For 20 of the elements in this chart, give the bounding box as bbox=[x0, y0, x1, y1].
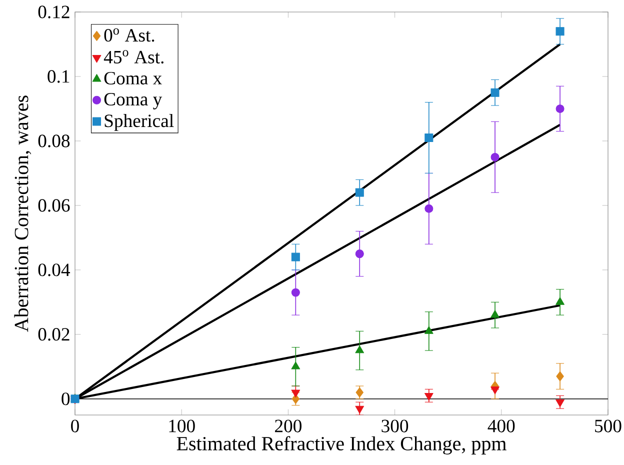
x-tick-label: 300 bbox=[382, 420, 408, 432]
y-axis-title: Aberration Correction, waves bbox=[14, 96, 32, 332]
y-tick-label: 0.04 bbox=[38, 264, 70, 276]
x-axis-title: Estimated Refractive Index Change, ppm bbox=[176, 436, 506, 455]
x-tick-label: 500 bbox=[595, 420, 622, 432]
x-tick-label: 200 bbox=[275, 420, 302, 432]
y-tick-label: 0.1 bbox=[48, 70, 70, 83]
legend-label: 45$^{o}$ Ast. bbox=[104, 50, 164, 64]
x-tick-label: 100 bbox=[169, 420, 195, 432]
y-tick-label: 0.08 bbox=[38, 134, 70, 148]
y-tick-label: 0.06 bbox=[38, 199, 70, 212]
x-tick-label: 400 bbox=[488, 420, 515, 432]
legend-label: Coma y bbox=[104, 92, 162, 110]
legend-label: Spherical bbox=[104, 114, 174, 131]
legend-label: 0$^{o}$ Ast. bbox=[104, 28, 154, 42]
y-tick-label: 0.12 bbox=[38, 6, 70, 18]
y-tick-label: 0 bbox=[62, 392, 70, 406]
x-tick-label: 0 bbox=[71, 420, 79, 432]
legend-label: Coma x bbox=[104, 72, 162, 84]
y-tick-label: 0.02 bbox=[38, 328, 70, 341]
